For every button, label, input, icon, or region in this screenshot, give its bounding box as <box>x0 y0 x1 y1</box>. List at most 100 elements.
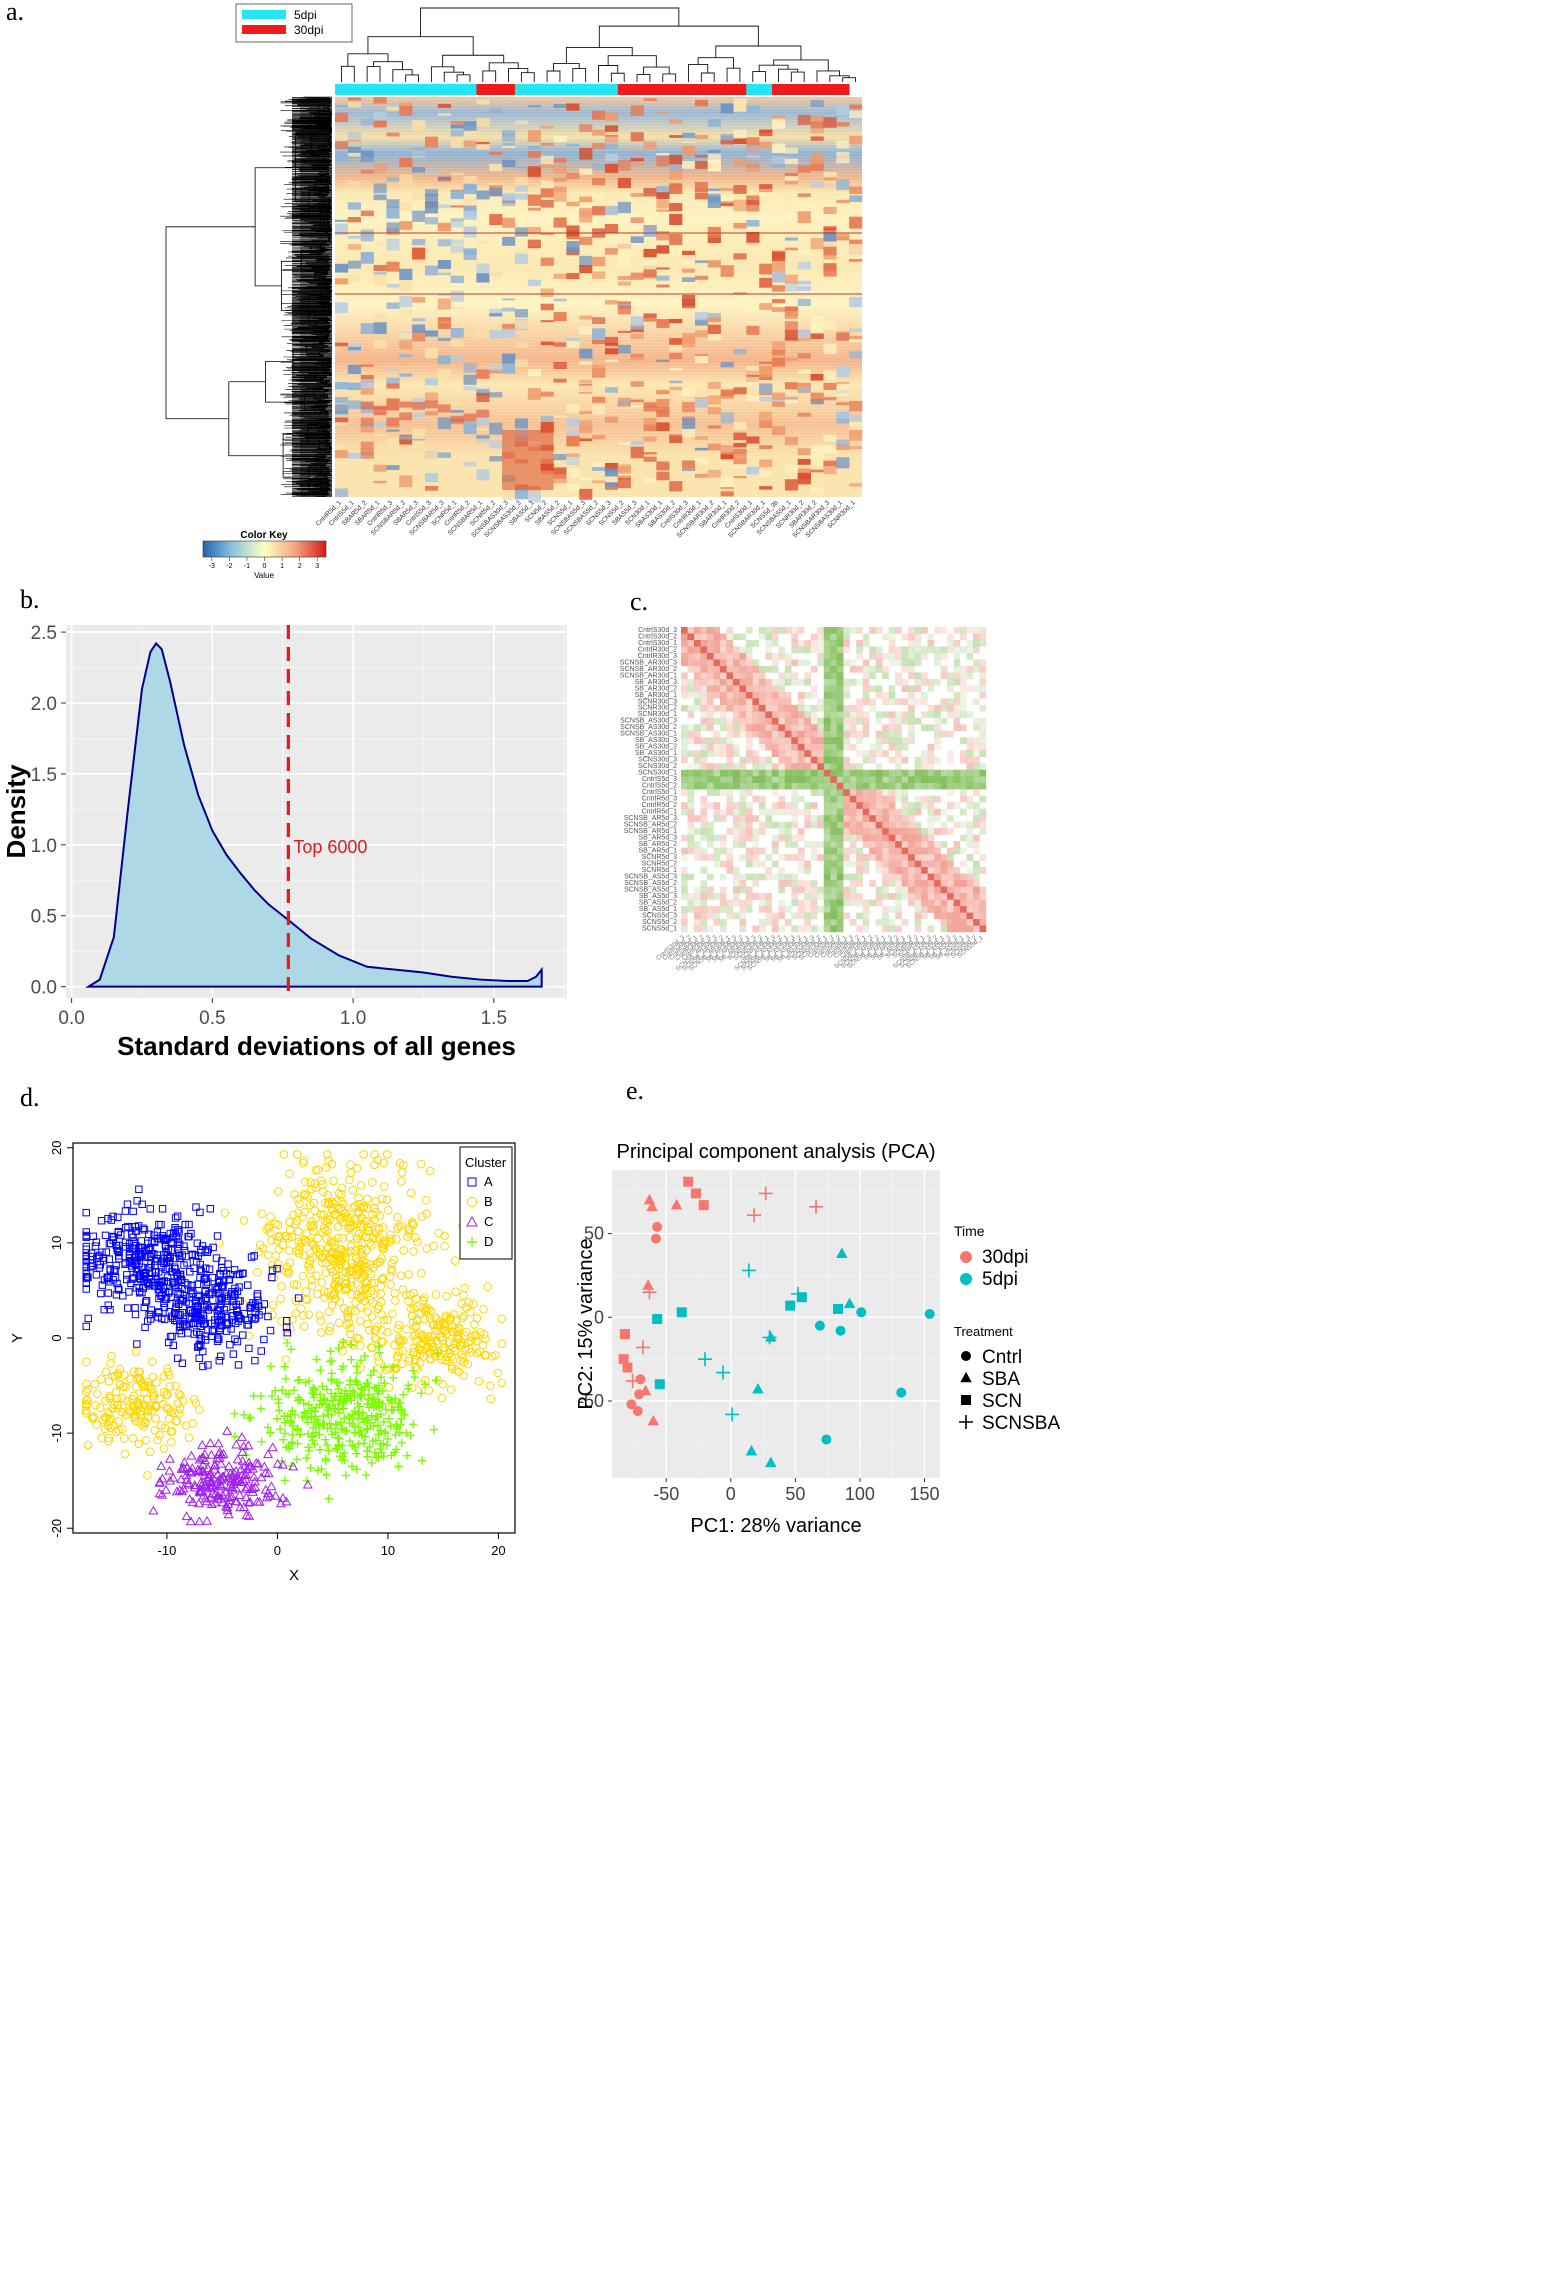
correlation-cell <box>771 919 779 926</box>
heatmap-cell <box>463 334 477 337</box>
heatmap-cell <box>617 475 631 480</box>
correlation-cell <box>908 698 915 706</box>
cluster-A-point <box>106 1305 114 1314</box>
correlation-cell <box>973 847 980 855</box>
heatmap-cell <box>489 456 503 462</box>
correlation-cell <box>856 782 863 790</box>
heatmap-cell <box>476 487 490 498</box>
correlation-cell <box>862 717 870 725</box>
heatmap-cell <box>527 279 541 287</box>
cluster-B-point <box>434 1228 444 1238</box>
correlation-cell <box>706 627 714 634</box>
correlation-cell <box>895 886 902 894</box>
correlation-cell <box>856 847 863 855</box>
correlation-cell <box>706 789 714 796</box>
cluster-B-point <box>324 1307 334 1317</box>
correlation-cell <box>791 925 799 933</box>
correlation-cell <box>771 691 779 699</box>
correlation-cell <box>719 633 727 641</box>
correlation-cell <box>849 847 857 855</box>
correlation-cell <box>908 659 915 667</box>
correlation-cell <box>778 717 786 725</box>
correlation-cell <box>758 672 766 680</box>
dendrogram-branch <box>430 66 455 82</box>
correlation-cell <box>713 919 721 926</box>
heatmap-cell <box>373 322 387 334</box>
correlation-cell <box>901 821 909 829</box>
cluster-B-point <box>239 1216 249 1225</box>
correlation-cell <box>921 763 928 770</box>
heatmap-cell <box>553 273 567 279</box>
correlation-cell <box>940 854 948 861</box>
correlation-cell <box>804 776 811 783</box>
correlation-cell <box>836 899 844 907</box>
dendrogram-branch <box>347 53 389 67</box>
correlation-cell <box>914 802 922 809</box>
heatmap-cell <box>540 416 554 423</box>
correlation-cell <box>693 769 701 777</box>
correlation-cell <box>908 652 915 660</box>
heatmap-cell <box>476 273 490 283</box>
row-dendrogram-branch <box>326 263 330 268</box>
correlation-cell <box>706 724 714 732</box>
correlation-cell <box>888 633 896 641</box>
correlation-cell <box>817 763 824 770</box>
heatmap-cell <box>335 141 349 150</box>
heatmap-cell <box>514 488 529 500</box>
heatmap-cell <box>797 412 811 417</box>
heatmap-cell <box>399 412 413 421</box>
correlation-cell <box>934 756 941 764</box>
correlation-cell <box>732 646 740 654</box>
correlation-cell <box>895 815 902 822</box>
cluster-B-point <box>466 1332 475 1342</box>
correlation-cell <box>895 776 902 783</box>
heatmap-cell <box>592 163 606 171</box>
correlation-cell <box>901 698 909 706</box>
correlation-cell <box>947 678 954 686</box>
cluster-B-point <box>319 1210 328 1219</box>
heatmap-cell <box>707 330 721 341</box>
heatmap-cell <box>849 425 863 435</box>
correlation-cell <box>797 769 805 777</box>
correlation-cell <box>966 737 974 745</box>
heatmap-cell <box>579 488 593 500</box>
heatmap-cell <box>437 370 451 381</box>
correlation-cell <box>719 873 727 881</box>
dendrogram-branch <box>758 64 789 72</box>
cluster-B-point <box>447 1364 457 1373</box>
heatmap-cell <box>450 221 464 228</box>
correlation-cell <box>979 808 987 816</box>
heatmap-cell <box>823 370 837 381</box>
heatmap-cell <box>424 400 438 409</box>
correlation-cell <box>823 627 831 634</box>
heatmap-cell <box>347 235 362 239</box>
correlation-cell <box>706 704 714 712</box>
heatmap-cell <box>849 110 863 119</box>
correlation-cell <box>973 873 980 881</box>
correlation-cell <box>849 665 857 673</box>
heatmap-cell <box>617 276 631 280</box>
row-dendrogram-branch <box>292 376 327 379</box>
correlation-cell <box>888 808 896 816</box>
correlation-cell <box>973 834 980 842</box>
correlation-cell <box>823 711 831 719</box>
heatmap-cell <box>450 355 464 363</box>
cluster-B-point <box>140 1418 150 1428</box>
correlation-cell <box>713 672 721 680</box>
correlation-cell <box>908 691 915 699</box>
cluster-B-point <box>95 1403 105 1413</box>
cluster-B-point <box>159 1387 169 1397</box>
correlation-cell <box>687 776 695 783</box>
heatmap-cell <box>604 468 619 477</box>
cluster-B-point <box>391 1296 400 1305</box>
correlation-cell <box>681 678 688 686</box>
correlation-cell <box>726 756 734 764</box>
cluster-B-point <box>376 1289 385 1299</box>
x-axis-label: X <box>289 1567 299 1584</box>
correlation-cell <box>765 685 773 693</box>
cluster-B-point <box>406 1188 416 1198</box>
correlation-cell <box>908 776 915 783</box>
correlation-cell <box>752 685 760 693</box>
correlation-cell <box>888 743 896 751</box>
heatmap-cell <box>733 348 747 355</box>
